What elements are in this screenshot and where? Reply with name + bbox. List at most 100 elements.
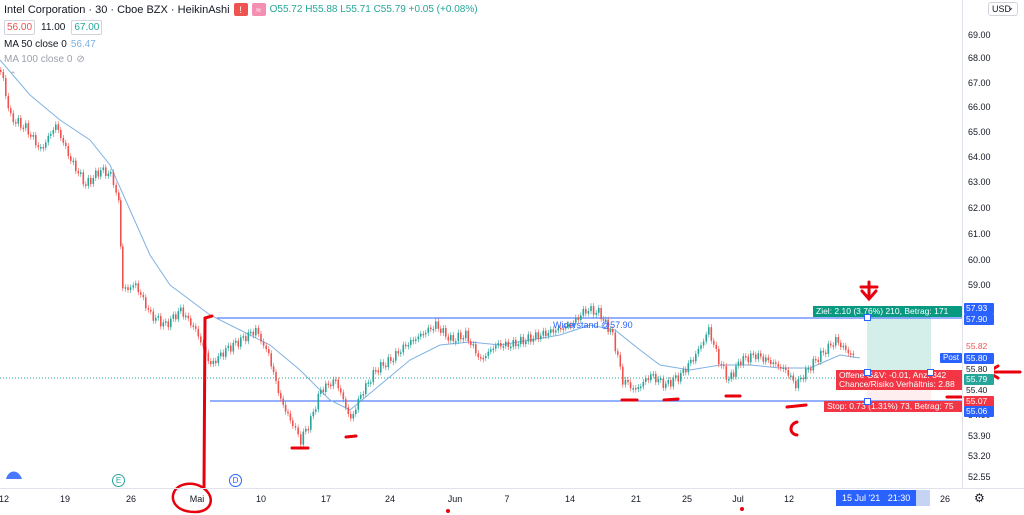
- bracket-vertical: [202, 314, 214, 490]
- candle-body: [797, 378, 800, 389]
- candle-body: [447, 336, 450, 341]
- candle-body: [462, 338, 465, 340]
- candle-body: [660, 378, 662, 380]
- candle-body: [387, 357, 390, 368]
- candle-body: [655, 373, 657, 383]
- candle-body: [42, 147, 45, 149]
- candle-body: [90, 177, 92, 184]
- candle-body: [20, 118, 22, 128]
- candle-body: [515, 339, 517, 347]
- watermark-logo: [6, 471, 22, 479]
- ma50-legend[interactable]: MA 50 close 0 56.47: [4, 39, 96, 50]
- post-market-badge: Post: [940, 353, 962, 363]
- candle-body: [237, 340, 240, 347]
- bid-chip[interactable]: 56.00: [4, 20, 36, 35]
- candle-body: [810, 368, 812, 371]
- candle-body: [52, 130, 55, 134]
- currency-button[interactable]: USD ⌄: [988, 2, 1018, 16]
- ma50-label: MA 50 close 0: [4, 39, 67, 50]
- gear-icon[interactable]: ⚙: [974, 491, 985, 505]
- candle-body: [720, 364, 723, 366]
- candle-body: [294, 426, 297, 428]
- candle-body: [850, 353, 852, 355]
- eye-slash-icon[interactable]: ⊘: [76, 54, 85, 65]
- candle-body: [185, 315, 187, 318]
- spread-chip: 11.00: [41, 22, 66, 33]
- candle-body: [247, 332, 250, 342]
- time-tick-label: 26: [125, 494, 137, 504]
- candle-body: [5, 78, 7, 96]
- candle-body: [455, 341, 457, 343]
- candle-body: [30, 134, 32, 137]
- candle-body: [619, 354, 622, 367]
- alert-icon[interactable]: !: [233, 3, 248, 16]
- candle-body: [457, 332, 460, 342]
- candle-body: [337, 379, 340, 389]
- candle-body: [380, 362, 382, 373]
- candle-body: [612, 329, 614, 333]
- symbol-title[interactable]: Intel Corporation · 30 · Cboe BZX · Heik…: [4, 3, 230, 16]
- collapse-legend-icon[interactable]: ⌃: [9, 70, 17, 80]
- candle-body: [697, 348, 700, 354]
- candle-body: [142, 294, 145, 298]
- candle-body: [120, 200, 122, 247]
- candle-body: [2, 72, 5, 79]
- candle-body: [715, 344, 718, 349]
- candle-body: [652, 373, 655, 376]
- wave-icon[interactable]: ≈: [251, 3, 266, 16]
- entry-handle[interactable]: [864, 369, 871, 376]
- candle-body: [845, 345, 847, 350]
- candle-body: [80, 172, 82, 174]
- dividend-marker[interactable]: D: [229, 474, 242, 487]
- candle-body: [742, 356, 745, 365]
- candle-body: [690, 359, 692, 364]
- ask-chip[interactable]: 67.00: [71, 20, 103, 35]
- width-handle[interactable]: [927, 369, 934, 376]
- candle-body: [352, 413, 355, 419]
- candle-body: [277, 381, 280, 394]
- ma100-legend[interactable]: MA 100 close 0 ⊘: [4, 54, 85, 65]
- target-handle[interactable]: [864, 314, 871, 321]
- time-tick-label: 7: [504, 494, 510, 504]
- candle-body: [75, 160, 77, 172]
- candle-body: [685, 369, 687, 373]
- candle-body: [407, 344, 410, 347]
- candle-body: [595, 312, 597, 315]
- candle-body: [575, 317, 577, 323]
- candle-body: [360, 394, 362, 399]
- candle-body: [792, 375, 795, 381]
- candle-body: [62, 137, 65, 143]
- candle-body: [710, 327, 713, 341]
- candle-body: [302, 431, 305, 445]
- price-tick-label: 65.00: [968, 127, 991, 137]
- candle-body: [490, 349, 492, 352]
- candle-body: [270, 353, 272, 367]
- candle-body: [342, 392, 345, 400]
- candle-body: [675, 375, 677, 379]
- candle-body: [275, 371, 277, 382]
- price-tick-label: 67.00: [968, 78, 991, 88]
- candle-body: [45, 142, 47, 148]
- price-tick-label: 60.00: [968, 255, 991, 265]
- dash-low-2: [344, 434, 358, 439]
- candle-body: [85, 184, 87, 186]
- candle-body: [207, 352, 210, 362]
- earnings-marker[interactable]: E: [112, 474, 125, 487]
- candle-body: [847, 349, 850, 354]
- candle-body: [165, 321, 167, 323]
- candle-body: [365, 383, 367, 395]
- stop-price-tag: 55.07: [964, 396, 994, 407]
- dot-jun: [446, 509, 450, 513]
- candle-body: [202, 342, 205, 347]
- candle-body: [400, 352, 402, 354]
- resistance-label[interactable]: Widerstand @57.90: [553, 320, 633, 330]
- price-tick-label: 52.55: [968, 472, 991, 482]
- candle-body: [60, 129, 62, 138]
- time-cursor-badge: 15 Jul '21 21:30: [836, 490, 917, 506]
- candle-body: [765, 357, 767, 362]
- candle-body: [17, 118, 20, 124]
- stop-handle[interactable]: [864, 398, 871, 405]
- high-price-tag: 55.82: [964, 341, 994, 352]
